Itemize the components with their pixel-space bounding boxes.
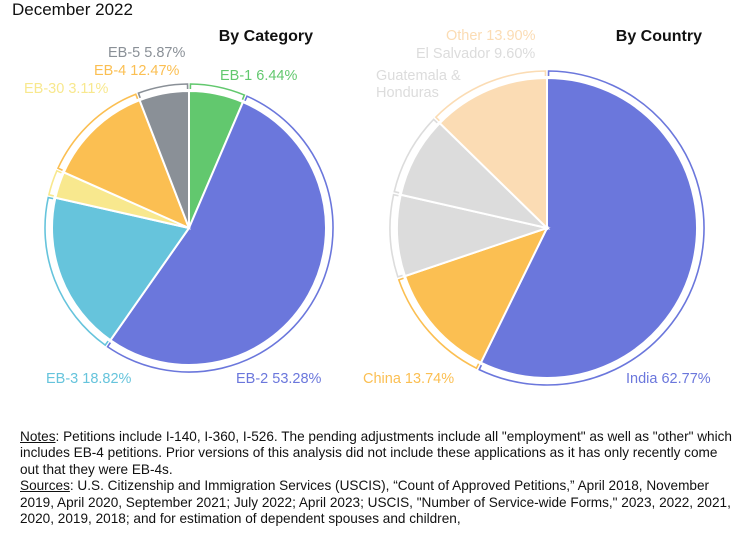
country-label-el-salvador: El Salvador 9.60% [416, 46, 535, 62]
country-label-other: Other 13.90% [446, 28, 536, 44]
category-label-eb-1: EB-1 6.44% [220, 68, 297, 84]
country-label-guatemala-honduras: Guatemala & Honduras [376, 68, 461, 101]
country-bracket-el-salvador [393, 118, 438, 194]
country-slice-el-salvador [399, 121, 551, 230]
sources-paragraph: Sources: U.S. Citizenship and Immigratio… [20, 478, 732, 527]
category-chart-title: By Category [219, 28, 313, 45]
country-label-india: India 62.77% [626, 371, 711, 387]
country-slice-india [479, 76, 698, 379]
category-pie-chart: By Category EB-1 6.44% EB-2 53.28% EB-3 18… [24, 28, 334, 387]
country-slice-other [438, 76, 548, 231]
category-bracket-eb-3 [44, 196, 109, 347]
notes-paragraph: Notes: Petitions include I-140, I-360, I… [20, 429, 732, 478]
country-bracket-china [397, 277, 480, 370]
category-slice-eb-4 [62, 98, 191, 230]
category-label-eb-30: EB-30 3.11% [24, 81, 108, 97]
category-bracket-eb-2 [106, 95, 334, 373]
country-slice-china [403, 226, 549, 364]
sources-text: : U.S. Citizenship and Immigration Servi… [20, 478, 731, 527]
country-label-china: China 13.74% [363, 371, 454, 387]
country-pie-chart: By Country India 62.77% China 13.74% Guate… [363, 28, 711, 387]
country-bracket-guatemala-honduras [389, 193, 403, 278]
category-bracket-eb-5 [137, 83, 189, 99]
category-slice-eb-5 [138, 89, 190, 229]
pie-charts: By Category EB-1 6.44% EB-2 53.28% EB-3 18… [24, 28, 711, 387]
country-bracket-other [434, 70, 547, 122]
category-slice-eb-3 [51, 196, 191, 342]
category-label-eb-3: EB-3 18.82% [46, 371, 132, 387]
notes-block: Notes: Petitions include I-140, I-360, I… [20, 429, 732, 527]
category-label-eb-4: EB-4 12.47% [94, 63, 180, 79]
sources-label: Sources [20, 478, 70, 494]
category-label-eb-2: EB-2 53.28% [236, 371, 322, 387]
category-slice-eb-2 [109, 100, 327, 366]
category-bracket-eb-1 [189, 83, 246, 100]
category-bracket-eb-30 [47, 169, 62, 197]
chart-subtitle: December 2022 [12, 0, 133, 19]
country-bracket-india [478, 70, 705, 386]
category-label-eb-5: EB-5 5.87% [108, 45, 185, 61]
country-chart-title: By Country [616, 28, 702, 45]
notes-text: : Petitions include I-140, I-360, I-526.… [20, 429, 732, 477]
category-bracket-eb-4 [56, 93, 139, 171]
notes-label: Notes [20, 429, 56, 444]
country-slice-guatemala-honduras [396, 193, 551, 278]
